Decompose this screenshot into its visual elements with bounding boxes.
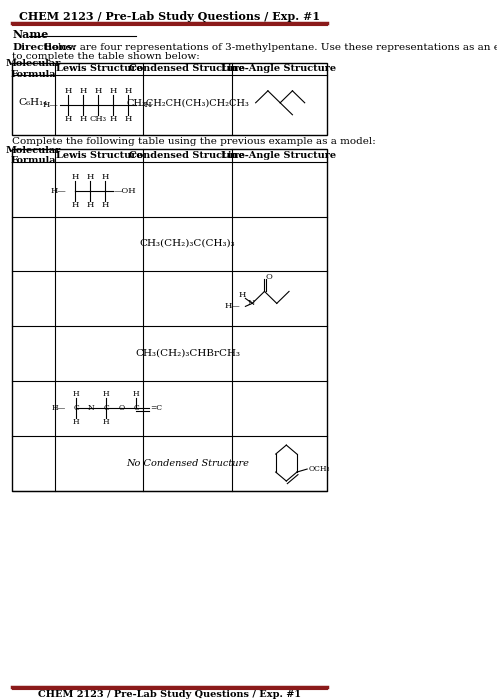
- Text: Lewis Structure: Lewis Structure: [56, 64, 142, 74]
- Text: N: N: [88, 404, 95, 412]
- Text: CH₃: CH₃: [89, 115, 107, 122]
- Text: CH₃CH₂CH(CH₃)CH₂CH₃: CH₃CH₂CH(CH₃)CH₂CH₃: [126, 98, 249, 107]
- Text: OCH₃: OCH₃: [309, 465, 330, 473]
- Text: Condensed Structure: Condensed Structure: [129, 151, 246, 160]
- Text: H: H: [124, 115, 132, 122]
- Text: =C: =C: [150, 404, 162, 412]
- Text: H: H: [73, 418, 80, 426]
- Text: Molecular
Formula: Molecular Formula: [5, 60, 61, 78]
- Text: to complete the table shown below:: to complete the table shown below:: [12, 52, 200, 62]
- Text: C: C: [134, 404, 139, 412]
- Text: H: H: [71, 201, 79, 209]
- Text: CHEM 2123 / Pre-Lab Study Questions / Exp. #1: CHEM 2123 / Pre-Lab Study Questions / Ex…: [38, 690, 301, 699]
- Text: H: H: [71, 173, 79, 181]
- Text: H: H: [124, 87, 132, 94]
- Text: H: H: [103, 418, 110, 426]
- Text: H: H: [65, 87, 72, 94]
- Text: H: H: [86, 173, 93, 181]
- Text: CHEM 2123 / Pre-Lab Study Questions / Exp. #1: CHEM 2123 / Pre-Lab Study Questions / Ex…: [18, 10, 320, 22]
- Text: Line-Angle Structure: Line-Angle Structure: [221, 64, 336, 74]
- Text: O: O: [265, 274, 272, 281]
- Text: Below are four representations of 3-methylpentane. Use these representations as : Below are four representations of 3-meth…: [41, 43, 497, 52]
- Text: H: H: [80, 87, 87, 94]
- Bar: [12, 63, 327, 134]
- Text: C: C: [103, 404, 109, 412]
- Text: —H: —H: [137, 101, 153, 108]
- Text: Condensed Structure: Condensed Structure: [129, 64, 246, 74]
- Text: H: H: [239, 291, 247, 300]
- Text: H: H: [101, 201, 109, 209]
- Text: Complete the following table using the previous example as a model:: Complete the following table using the p…: [12, 137, 376, 146]
- Text: H: H: [86, 201, 93, 209]
- Text: H: H: [133, 390, 140, 398]
- Text: H—: H—: [50, 187, 66, 195]
- Text: H: H: [109, 87, 117, 94]
- Text: H: H: [65, 115, 72, 122]
- Text: Directions:: Directions:: [12, 43, 77, 52]
- Text: CH₃(CH₂)₃CHBrCH₃: CH₃(CH₂)₃CHBrCH₃: [135, 349, 240, 358]
- Text: H: H: [103, 390, 110, 398]
- Text: H—: H—: [52, 404, 66, 412]
- Text: —OH: —OH: [114, 187, 137, 195]
- Text: C: C: [74, 404, 79, 412]
- Bar: [12, 148, 327, 491]
- Text: Lewis Structure: Lewis Structure: [56, 151, 142, 160]
- Text: H—: H—: [42, 101, 58, 108]
- Text: H: H: [109, 115, 117, 122]
- Text: H: H: [80, 115, 87, 122]
- Text: CH₃(CH₂)₃C(CH₃)₃: CH₃(CH₂)₃C(CH₃)₃: [140, 239, 235, 248]
- Text: Line-Angle Structure: Line-Angle Structure: [221, 151, 336, 160]
- Text: C₆H₁₄: C₆H₁₄: [19, 98, 48, 107]
- Text: Name: Name: [12, 29, 49, 41]
- Text: H: H: [94, 87, 102, 94]
- Text: N: N: [247, 300, 254, 307]
- Text: H—: H—: [224, 302, 240, 310]
- Text: O: O: [118, 404, 124, 412]
- Text: H: H: [101, 173, 109, 181]
- Text: H: H: [73, 390, 80, 398]
- Text: Molecular
Formula: Molecular Formula: [5, 146, 61, 165]
- Text: No Condensed Structure: No Condensed Structure: [126, 458, 249, 468]
